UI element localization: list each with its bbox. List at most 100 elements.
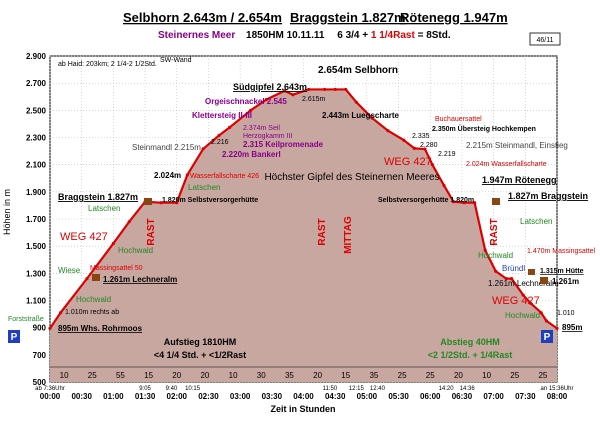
ann-hochwald-right: Hochwald [478,251,513,260]
elevation-point [555,326,559,330]
ann-sw-wand: SW-Wand [160,57,192,64]
hut-icon [144,198,152,205]
time-stamp: 10:15 [185,386,201,392]
elevation-point [185,173,189,177]
duration-label: 20 [454,371,463,380]
ann-2024m: 2.024m [154,171,181,180]
ann-uebersteig: 2.350m Übersteig Hochkempen [432,124,536,133]
time-stamp: 12:40 [370,386,386,392]
ann-buchauersattel: Buchauersattel [435,116,482,123]
time-stamp: an 15:36Uhr [540,386,573,392]
y-tick-label: 2.100 [26,161,47,170]
rest-markers: RAST RAST MITTAG RAST [146,216,500,254]
ann-luegscharte: 2.443m Luegscharte [322,111,399,120]
ann-keilpromenade: 2.315 Keilpromenade [243,140,324,149]
ann-1261m-right: 1.261m [552,277,579,286]
y-axis-label: Höhen in m [2,189,12,235]
ann-rechts-ab: 1.010m rechts ab [65,309,119,316]
time-stamp: 12:15 [349,386,365,392]
ann-hoechster-gipfel: Höchster Gipfel des Steinernen Meeres [264,172,439,183]
ann-wasserfallscharte: Wasserfallscharte 426 [190,173,259,180]
elevation-point [521,293,525,297]
ann-2216: 2.216 [211,139,229,146]
x-tick-label: 01:30 [135,392,156,401]
ann-forststrasse: Forststraße [8,316,44,323]
title-selbhorn: Selbhorn 2.643m / 2.654m [123,10,282,25]
hut-icon [540,277,548,284]
duration-label: 25 [426,371,435,380]
x-tick-label: 03:30 [262,392,283,401]
elevation-point [264,97,269,102]
ann-wiese: Wiese [58,266,81,275]
parking-icon [541,330,553,343]
elevation-point [354,100,358,104]
ann-klettersteig: Kletterst­eig II-III [192,111,252,120]
midday-label: MITTAG [343,216,354,254]
elevation-point [323,87,327,92]
y-tick-label: 1.700 [26,215,47,224]
elevation-point [509,277,514,281]
ann-massingsattel-left: Massingsattel 50 [90,265,143,272]
subtitle-purple: Steinernes Meer [158,30,235,41]
duration-label: 20 [313,371,322,380]
ann-ab-haid: ab Haid: 203km; 2 1/4-2 1/2Std. [58,61,157,68]
x-tick-label: 04:00 [293,392,314,401]
y-tick-label: 2.900 [26,52,47,61]
ann-2280: 2.280 [420,142,438,149]
ann-roetenegg: 1.947m Rötenegg [482,175,557,185]
ann-hut-right: Selbstversorgerhütte 1.820m [378,197,474,204]
axis-ticks: 500 700 900 1.100 1.300 1.500 1.700 1.900 2.100 2… [26,52,568,401]
timestamp-row: ab 7:36Uhr 9:05 9:40 10:15 11:50 12:15 12:40 14… [35,386,573,392]
elevation-point [333,87,337,92]
elevation-point [451,200,456,204]
x-tick-label: 07:30 [515,392,536,401]
rest-label-2: RAST [317,218,328,245]
x-tick-label: 00:30 [71,392,92,401]
ann-weg427-left: WEG 427 [60,231,108,243]
duration-label: 35 [285,371,294,380]
ann-suedgipfel: Südgipfel 2.643m [233,82,307,92]
ann-2219: 2.219 [438,151,456,158]
duration-label: 25 [510,371,519,380]
ann-weg427-lower: WEG 427 [492,295,540,307]
page-counter: 46/11 [537,37,554,44]
ann-huette: 1.315m Hütte [540,268,584,275]
elevation-point [412,146,417,150]
header: Selbhorn 2.643m / 2.654m Braggstein 1.82… [123,10,561,46]
ann-hochwald-left: Hochwald [118,246,153,255]
elevation-point [462,201,466,205]
ann-1010-right: 1.010 [557,310,575,317]
x-tick-label: 07:00 [483,392,504,401]
x-tick-label: 08:00 [547,392,568,401]
x-tick-label: 02:30 [198,392,219,401]
x-tick-label: 05:00 [357,392,378,401]
ann-rohrmoos: 895m Whs. Rohrmoos [58,324,143,333]
ann-abstieg-time: <2 1/2Std. + 1/4Rast [428,350,513,360]
elevation-point [442,183,446,188]
parking-badges: P P [8,330,553,343]
elevation-point [201,147,205,151]
time-stamp: ab 7:36Uhr [35,386,65,392]
y-tick-label: 1.500 [26,242,47,251]
rest-label-3: RAST [489,218,500,245]
ann-herzogkamm: Herzogkamm III [243,133,292,140]
duration-label: 25 [398,371,407,380]
ann-seil: 2.374m Seil [243,125,280,132]
annotations: ab Haid: 203km; 2 1/4-2 1/2Std. SW-Wand … [8,57,596,360]
hut-icon [92,274,100,281]
x-tick-label: 06:00 [420,392,441,401]
parking-icon [8,330,20,343]
elevation-point [217,133,221,138]
ann-895m-right: 895m [562,323,582,332]
y-tick-label: 700 [33,351,47,360]
duration-label: 35 [369,371,378,380]
title-braggstein: Braggstein 1.827m [290,10,406,25]
elevation-point [159,201,163,205]
duration-label: 30 [257,371,266,380]
y-tick-label: 1.300 [26,269,47,278]
duration-label: 20 [200,371,209,380]
x-tick-label: 06:30 [452,392,473,401]
ann-lechneralm: 1.261m Lechneralm [103,275,177,284]
